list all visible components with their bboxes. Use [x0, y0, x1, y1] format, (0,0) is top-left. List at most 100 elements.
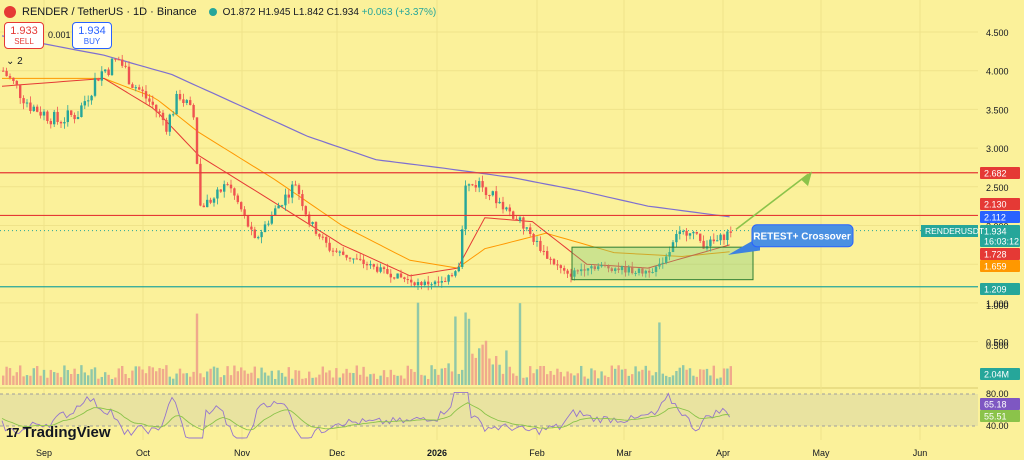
candle[interactable]	[158, 111, 161, 113]
candle[interactable]	[406, 279, 409, 281]
candle[interactable]	[80, 105, 83, 118]
candle[interactable]	[321, 236, 324, 238]
candle[interactable]	[5, 70, 8, 77]
candle[interactable]	[114, 58, 117, 60]
candle[interactable]	[722, 234, 726, 240]
candle[interactable]	[287, 194, 290, 198]
candle[interactable]	[644, 270, 647, 274]
candle[interactable]	[467, 184, 471, 186]
candle[interactable]	[416, 282, 420, 286]
candle[interactable]	[563, 268, 566, 271]
candle[interactable]	[603, 265, 607, 267]
candle[interactable]	[134, 87, 137, 89]
candle[interactable]	[464, 185, 467, 230]
candle[interactable]	[539, 240, 542, 251]
candle[interactable]	[284, 194, 287, 206]
candle[interactable]	[42, 111, 46, 116]
candle[interactable]	[372, 264, 375, 267]
candle[interactable]	[202, 205, 205, 208]
candle[interactable]	[314, 222, 318, 234]
candle[interactable]	[654, 266, 658, 273]
candle[interactable]	[637, 268, 641, 273]
candle[interactable]	[342, 251, 345, 255]
symbol-price-label[interactable]: RENDERUSDT	[921, 225, 984, 237]
candle[interactable]	[491, 191, 494, 196]
candle[interactable]	[246, 215, 250, 227]
candle[interactable]	[376, 266, 379, 272]
price-tag[interactable]: 2.112	[980, 211, 1020, 223]
candle[interactable]	[726, 231, 729, 240]
candle[interactable]	[331, 250, 335, 252]
candle[interactable]	[471, 184, 474, 186]
candle[interactable]	[308, 214, 311, 224]
candle[interactable]	[189, 100, 192, 105]
candle[interactable]	[348, 257, 352, 259]
candle[interactable]	[668, 252, 671, 257]
candle[interactable]	[15, 80, 18, 86]
price-tag[interactable]: 2.130	[980, 198, 1020, 210]
candle[interactable]	[151, 101, 154, 105]
candle[interactable]	[274, 208, 277, 215]
candle[interactable]	[505, 207, 508, 210]
candle[interactable]	[712, 239, 715, 242]
candle[interactable]	[386, 269, 389, 274]
candle[interactable]	[549, 258, 552, 260]
candle[interactable]	[535, 240, 539, 242]
candle[interactable]	[39, 111, 42, 116]
candle[interactable]	[498, 201, 501, 204]
price-tag[interactable]: 2.04M	[980, 368, 1020, 380]
candle[interactable]	[25, 102, 29, 104]
candle[interactable]	[216, 189, 219, 199]
candle[interactable]	[515, 218, 518, 221]
candle[interactable]	[192, 104, 195, 118]
candle[interactable]	[138, 87, 141, 90]
candle[interactable]	[583, 269, 586, 271]
price-tag[interactable]: 1.934	[980, 225, 1020, 237]
candle[interactable]	[600, 265, 603, 267]
candle[interactable]	[250, 226, 253, 230]
candle[interactable]	[301, 194, 304, 207]
candle[interactable]	[168, 114, 171, 132]
candle[interactable]	[665, 256, 668, 263]
candle[interactable]	[335, 250, 338, 252]
candle[interactable]	[566, 270, 569, 274]
candle[interactable]	[702, 240, 705, 249]
candle[interactable]	[352, 258, 355, 260]
price-tag[interactable]: 65.18	[980, 398, 1020, 410]
candle[interactable]	[590, 266, 593, 269]
candle[interactable]	[488, 195, 491, 197]
candle[interactable]	[155, 104, 158, 112]
candle[interactable]	[365, 264, 369, 266]
price-tag[interactable]: 1.659	[980, 260, 1020, 272]
candle[interactable]	[148, 98, 151, 102]
candle[interactable]	[501, 201, 505, 210]
candle[interactable]	[66, 110, 69, 123]
candle[interactable]	[206, 199, 209, 208]
candle[interactable]	[610, 268, 613, 271]
candle[interactable]	[73, 114, 76, 120]
candle[interactable]	[263, 224, 267, 232]
candle[interactable]	[76, 117, 80, 120]
candle[interactable]	[185, 100, 188, 104]
candle[interactable]	[63, 122, 66, 124]
price-tag[interactable]: 1.728	[980, 248, 1020, 260]
candle[interactable]	[631, 267, 634, 274]
candle[interactable]	[399, 273, 403, 278]
candle[interactable]	[36, 106, 39, 112]
candle[interactable]	[172, 114, 175, 116]
candle[interactable]	[532, 233, 535, 242]
candle[interactable]	[107, 69, 110, 76]
candle[interactable]	[131, 84, 134, 88]
candle[interactable]	[709, 239, 712, 247]
candle[interactable]	[495, 191, 498, 204]
candle[interactable]	[110, 58, 114, 76]
candle[interactable]	[641, 268, 644, 274]
candle[interactable]	[719, 234, 722, 241]
candle[interactable]	[607, 266, 610, 269]
candle[interactable]	[49, 120, 52, 125]
candle[interactable]	[294, 184, 297, 186]
candle[interactable]	[556, 264, 559, 266]
candle[interactable]	[29, 102, 32, 111]
candle[interactable]	[573, 270, 576, 277]
retest-crossover-callout[interactable]: RETEST+ Crossover	[728, 224, 854, 255]
